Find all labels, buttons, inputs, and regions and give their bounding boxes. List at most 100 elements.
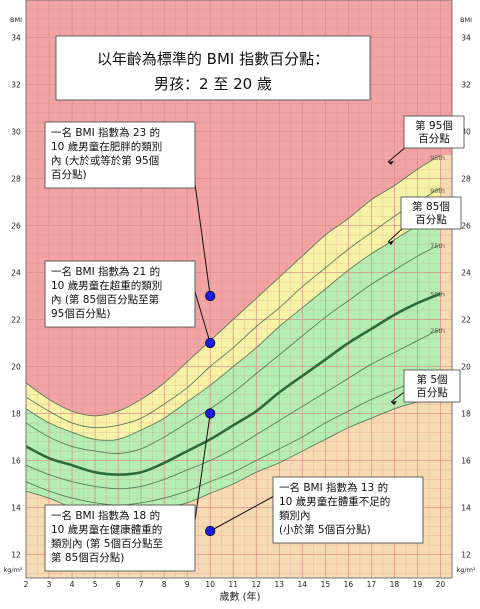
example-callout-text: 百分點)	[51, 168, 87, 181]
x-tick-label: 11	[228, 580, 238, 589]
percentile-line-25th	[25, 328, 441, 490]
percentile-label-25th: 25th	[430, 327, 445, 335]
x-tick-label: 5	[93, 580, 98, 589]
y-tick-label-right: 12	[461, 551, 471, 560]
example-callout-text: 一名 BMI 指數為 21 的	[51, 265, 160, 278]
zone-label-pointer	[387, 145, 408, 163]
y-tick-label-right: 18	[461, 410, 471, 419]
y-axis-label-left: BMI	[10, 16, 22, 24]
y-unit-label-right: kg/m²	[456, 566, 475, 574]
percentile-line-90th	[25, 187, 441, 429]
percentile-line-85th	[25, 213, 441, 441]
x-tick-label: 13	[275, 580, 285, 589]
zone-label-arrowhead	[391, 401, 397, 405]
y-tick-label-left: 16	[11, 457, 21, 466]
example-callout-box	[44, 260, 196, 328]
y-tick-label-left: 28	[11, 175, 21, 184]
x-tick-label: 8	[162, 580, 167, 589]
y-unit-label-left: kg/m²	[3, 566, 22, 574]
zone-label-pointer	[387, 226, 405, 243]
percentile-line-50th	[25, 292, 441, 476]
y-tick-label-right: 32	[461, 81, 471, 90]
y-axis-label-right: BMI	[460, 16, 472, 24]
plot-frame	[25, 0, 453, 579]
y-tick-label-left: 18	[11, 410, 21, 419]
example-callout-text: 10 歲男童在肥胖的類別	[51, 140, 162, 153]
y-tick-label-left: 12	[11, 551, 21, 560]
example-callout-text: 10 歲男童在健康體重的	[51, 523, 162, 536]
y-tick-label-right: 24	[461, 269, 471, 278]
percentile-label-90th: 90th	[430, 187, 445, 195]
percentile-label-50th: 50th	[430, 290, 445, 298]
example-callout-text: 95個百分點)	[51, 307, 110, 320]
zone-label-text: 百分點	[418, 132, 450, 145]
example-callout-text: 第 85個百分點)	[51, 551, 124, 564]
x-tick-label: 7	[139, 580, 144, 589]
x-tick-label: 4	[70, 580, 75, 589]
example-data-point	[205, 408, 216, 419]
y-tick-label-left: 20	[11, 363, 21, 372]
y-tick-label-right: 34	[461, 34, 471, 43]
example-callout-text: 一名 BMI 指數為 13 的	[279, 481, 388, 494]
zone-label-arrowhead	[388, 241, 394, 245]
zone-label-text: 第 95個	[415, 119, 453, 132]
example-callout-box	[272, 476, 424, 544]
y-tick-label-right: 20	[461, 363, 471, 372]
x-axis-label: 歲數 (年)	[220, 590, 261, 603]
zone-label-arrowhead	[388, 161, 394, 165]
x-tick-label: 15	[321, 580, 331, 589]
zone-label-box	[400, 196, 462, 230]
obese-zone-edge	[440, 0, 452, 156]
chart-title-line-2: 男孩：2 至 20 歲	[154, 75, 272, 93]
y-tick-label-right: 26	[461, 222, 471, 231]
x-tick-label: 19	[413, 580, 423, 589]
y-tick-label-left: 32	[11, 81, 21, 90]
percentile-line-75th	[25, 243, 441, 455]
y-tick-label-left: 22	[11, 316, 21, 325]
y-tick-label-left: 24	[11, 269, 21, 278]
percentile-line-95th	[25, 154, 441, 417]
zone-label-text: 百分點	[415, 213, 447, 226]
zone-label-text: 第 85個	[412, 200, 450, 213]
y-tick-label-left: 34	[11, 34, 21, 43]
y-tick-label-right: 14	[461, 504, 471, 513]
chart-title-line-1: 以年齡為標準的 BMI 指數百分點：	[97, 50, 329, 68]
y-tick-label-right: 30	[461, 128, 471, 137]
y-tick-label-left: 14	[11, 504, 21, 513]
example-callout-box	[44, 121, 196, 189]
example-data-point	[205, 337, 216, 349]
zone-label-box	[403, 115, 465, 149]
zone-label-text: 第 5個	[416, 373, 447, 386]
x-tick-label: 10	[205, 580, 215, 589]
percentile-line-10th	[25, 373, 441, 506]
y-tick-label-right: 16	[461, 457, 471, 466]
example-callout-text: 類別內 (第 5個百分點至	[51, 537, 163, 550]
percentile-label-95th: 95th	[430, 154, 445, 162]
example-pointer-line	[194, 413, 211, 521]
x-tick-label: 20	[436, 580, 446, 589]
example-callout-text: 10 歲男童在超重的類別	[51, 279, 162, 292]
example-data-point	[205, 290, 216, 302]
example-data-point	[205, 525, 216, 537]
example-callout-text: 類別內	[279, 510, 311, 522]
x-tick-label: 18	[390, 580, 400, 589]
y-tick-label-left: 26	[11, 222, 21, 231]
x-tick-label: 12	[252, 580, 262, 589]
x-tick-label: 16	[344, 580, 354, 589]
y-tick-label-left: 30	[11, 128, 21, 137]
percentile-label-75th: 75th	[430, 242, 445, 250]
zone-label-text: 百分點	[416, 386, 448, 399]
x-tick-label: 3	[47, 580, 52, 589]
overweight-zone	[26, 155, 441, 441]
example-callout-text: 內 (大於或等於第 95個	[51, 154, 159, 167]
example-callout-text: 內 (第 85個百分點至第	[51, 293, 159, 306]
y-tick-label-right: 28	[461, 175, 471, 184]
example-callout-text: 一名 BMI 指數為 18 的	[51, 509, 160, 522]
x-tick-label: 9	[185, 580, 190, 589]
example-callout-box	[44, 504, 196, 572]
x-tick-label: 2	[24, 580, 29, 589]
zone-label-box	[403, 369, 461, 403]
example-callout-text: 一名 BMI 指數為 23 的	[51, 126, 160, 139]
x-tick-label: 14	[298, 580, 308, 589]
